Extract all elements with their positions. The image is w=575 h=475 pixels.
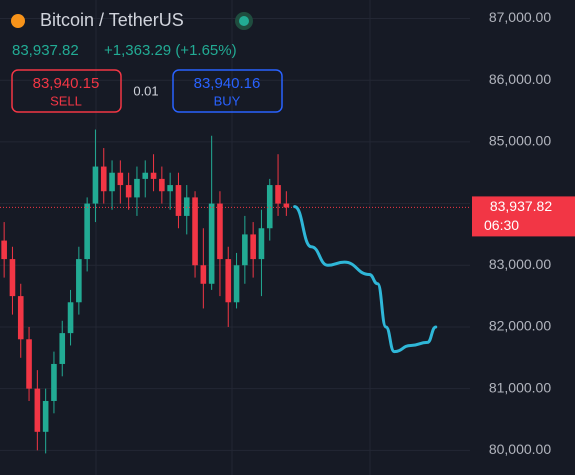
last-price-label: 83,937.82	[490, 198, 552, 214]
candle-body	[100, 166, 107, 192]
candle-body	[109, 172, 115, 192]
y-tick-label: 80,000.00	[489, 441, 551, 457]
candle-body	[150, 172, 157, 179]
sell-button[interactable]	[11, 69, 122, 113]
candle-body	[67, 302, 74, 334]
buy-button[interactable]	[172, 69, 283, 113]
y-tick-label: 85,000.00	[489, 133, 551, 149]
status-dot	[239, 16, 249, 26]
candle-body	[34, 388, 41, 432]
candle-body	[275, 185, 281, 204]
grid	[0, 0, 470, 475]
candle-body	[217, 203, 223, 260]
candle-body	[142, 172, 149, 179]
candle-body	[242, 234, 248, 266]
candle-body	[200, 265, 207, 284]
candle-body	[159, 178, 165, 192]
candle-body	[76, 259, 82, 303]
sell-label[interactable]: SELL	[50, 93, 82, 108]
candle-body	[84, 203, 90, 260]
change: +1,363.29 (+1.65%)	[104, 42, 237, 59]
candle-body	[183, 197, 190, 216]
y-tick-label: 86,000.00	[489, 71, 551, 87]
countdown: 06:30	[484, 217, 519, 233]
candle-body	[59, 333, 66, 364]
quantity: 0.01	[133, 83, 158, 98]
candle-body	[233, 265, 240, 303]
candle-body	[192, 197, 198, 266]
y-tick-label: 87,000.00	[489, 9, 551, 25]
y-tick-label: 81,000.00	[489, 379, 551, 395]
candle-body	[266, 185, 273, 229]
candle-body	[125, 185, 132, 198]
y-tick-label: 82,000.00	[489, 318, 551, 334]
candle-body	[42, 400, 49, 432]
candle-body	[134, 178, 140, 198]
candle-body	[17, 296, 24, 340]
candle-body	[1, 240, 7, 260]
candle-body	[51, 363, 57, 401]
buy-price[interactable]: 83,940.16	[194, 75, 261, 92]
candle-body	[283, 203, 290, 208]
plot	[0, 129, 470, 454]
candle-body	[208, 203, 215, 284]
candle-body	[175, 185, 182, 216]
projection-line	[293, 205, 438, 354]
candle-body	[26, 339, 32, 389]
candle-body	[225, 259, 232, 303]
last-price-box	[472, 196, 575, 237]
coin-icon	[11, 14, 25, 28]
candle-body	[167, 185, 173, 192]
candle-body	[258, 228, 265, 260]
sell-price[interactable]: 83,940.15	[33, 75, 100, 92]
candle-body	[9, 259, 16, 297]
candle-body	[250, 234, 256, 260]
candle-body	[117, 172, 124, 186]
candle-body	[92, 166, 99, 204]
y-tick-label: 83,000.00	[489, 256, 551, 272]
price: 83,937.82	[12, 42, 79, 59]
buy-label[interactable]: BUY	[214, 93, 241, 108]
symbol-title: Bitcoin / TetherUS	[40, 10, 184, 30]
